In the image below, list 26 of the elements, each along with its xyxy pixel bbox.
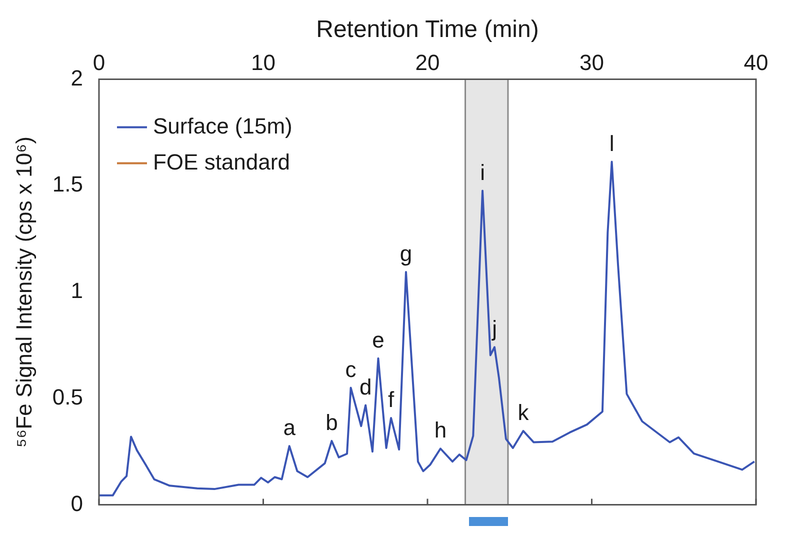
legend-label: Surface (15m) xyxy=(152,113,292,138)
x-tick-label: 40 xyxy=(744,50,768,76)
annotation: a xyxy=(283,415,296,440)
annotation: i xyxy=(480,160,485,185)
y-tick-label: 0 xyxy=(70,490,83,516)
annotation: f xyxy=(388,387,395,412)
annotation: c xyxy=(345,356,356,382)
x-tick-label: 10 xyxy=(250,50,276,76)
x-tick-label: 0 xyxy=(92,50,106,76)
y-axis-title: ⁵⁶Fe Signal Intensity (cps x 10⁶) xyxy=(11,136,36,448)
legend-label: FOE standard xyxy=(152,149,290,174)
y-tick-label: 0.5 xyxy=(52,384,83,410)
y-tick-label: 2 xyxy=(70,65,83,90)
x-axis-title: Retention Time (min) xyxy=(316,16,539,44)
annotation: b xyxy=(326,410,338,436)
annotation: l xyxy=(609,130,614,156)
y-tick-label: 1 xyxy=(70,278,83,304)
annotation: d xyxy=(359,374,372,400)
annotation: k xyxy=(518,400,530,426)
annotation: h xyxy=(434,418,447,443)
annotation: g xyxy=(400,241,412,266)
x-tick-label: 30 xyxy=(580,50,604,76)
annotation: j xyxy=(491,316,497,342)
annotation: e xyxy=(372,327,384,352)
x-tick-label: 20 xyxy=(415,50,440,76)
y-tick-label: 1.5 xyxy=(52,172,83,197)
